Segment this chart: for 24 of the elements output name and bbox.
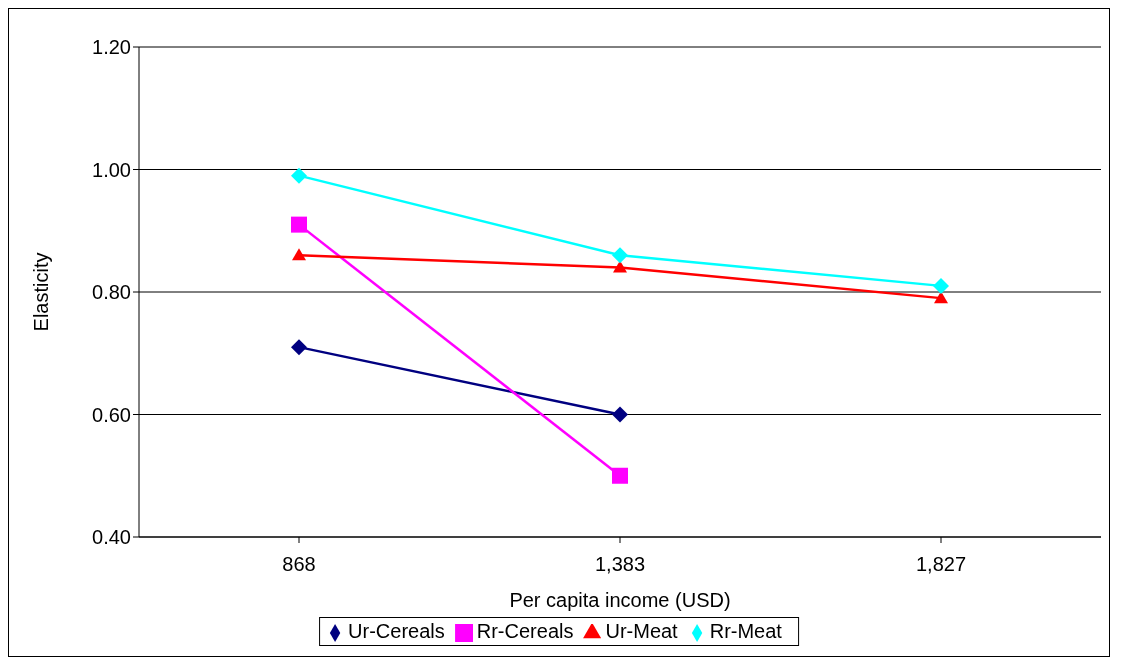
legend-label: Rr-Cereals xyxy=(476,620,574,642)
y-tick-label: 0.60 xyxy=(92,403,131,426)
legend-label: Ur-Cereals xyxy=(348,620,445,642)
point xyxy=(612,247,628,264)
point xyxy=(612,467,628,484)
x-tick-label: 1,383 xyxy=(594,553,646,576)
legend-label: Ur-Meat xyxy=(605,620,678,642)
point xyxy=(291,167,307,184)
x-tick-label: 868 xyxy=(282,553,316,576)
point xyxy=(291,216,307,233)
y-tick-label: 1.20 xyxy=(92,36,131,59)
legend-label: Rr-Meat xyxy=(709,620,782,642)
point xyxy=(292,248,306,261)
x-axis-title: Per capita income (USD) xyxy=(509,589,731,611)
y-tick-label: 0.80 xyxy=(92,281,131,304)
point xyxy=(933,277,949,294)
point xyxy=(291,339,307,356)
point xyxy=(934,291,948,304)
point xyxy=(613,260,627,273)
y-tick-label: 0.40 xyxy=(92,526,131,549)
x-tick-label: 1,827 xyxy=(915,553,967,576)
point xyxy=(612,406,628,423)
y-axis-title: Elasticity xyxy=(30,252,53,332)
y-tick-label: 1.00 xyxy=(92,158,131,181)
